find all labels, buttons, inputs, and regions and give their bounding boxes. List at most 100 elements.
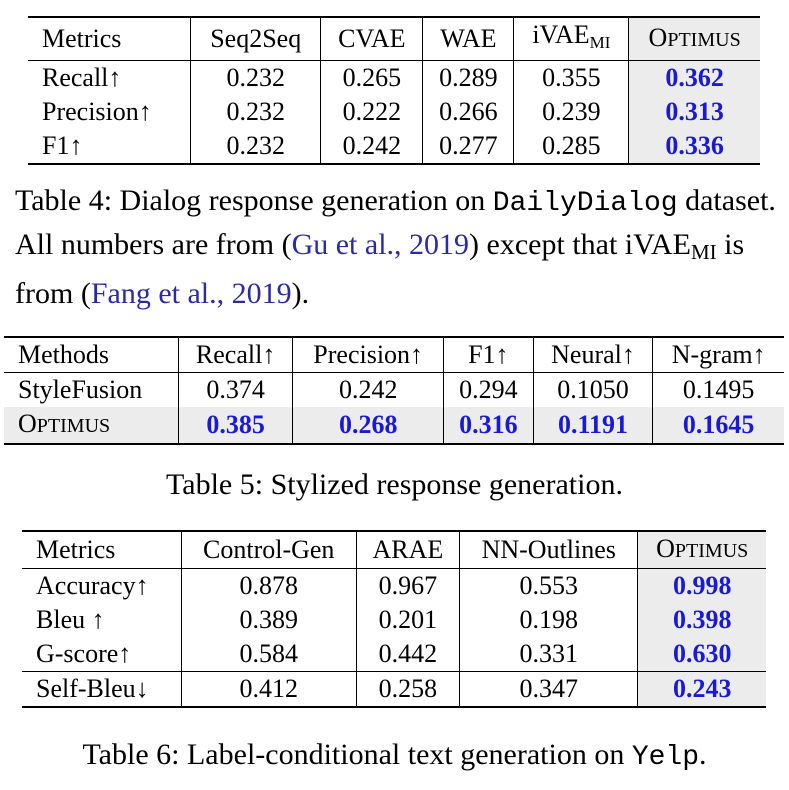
table-cell: 0.277 xyxy=(422,129,515,164)
header-cell: iVAEMI xyxy=(513,17,630,61)
caption-text: ). xyxy=(291,277,310,310)
table-header-row: Metrics Control-Gen ARAE NN-Outlines OPT… xyxy=(22,531,766,569)
table-cell: 0.232 xyxy=(190,60,322,95)
dataset-name: Yelp xyxy=(631,742,700,773)
caption-text: . xyxy=(699,738,707,771)
table-row: Bleu ↑ 0.389 0.201 0.198 0.398 xyxy=(22,603,766,637)
smallcaps-letter: U xyxy=(722,540,738,562)
table-cell: 0.289 xyxy=(422,60,515,95)
header-cell: Neural↑ xyxy=(533,337,654,373)
caption-text: ) except that iVAE xyxy=(469,228,691,261)
row-label: Bleu ↑ xyxy=(22,603,182,637)
header-cell: CVAE xyxy=(320,17,424,61)
row-label: Self-Bleu↓ xyxy=(22,671,182,707)
table-cell: 0.331 xyxy=(459,637,639,672)
smallcaps-letter: S xyxy=(737,540,749,562)
table-header-row: Methods Recall↑ Precision↑ F1↑ Neural↑ N… xyxy=(4,337,784,373)
table-cell: 0.258 xyxy=(356,671,461,707)
row-label: OPTIMUS xyxy=(4,407,179,444)
smallcaps-letter: I xyxy=(690,29,698,51)
table-row-optimus: OPTIMUS 0.385 0.268 0.316 0.1191 0.1645 xyxy=(4,407,784,444)
table-cell: 0.1495 xyxy=(682,375,755,404)
caption-text: Table 5: Stylized response generation. xyxy=(166,468,623,501)
table-row: Accuracy↑ 0.878 0.967 0.553 0.998 xyxy=(22,568,766,603)
table-cell: 0.198 xyxy=(459,603,639,637)
table-cell: 0.412 xyxy=(181,671,357,707)
table-4: Metrics Seq2Seq CVAE WAE iVAEMI OPTIMUS … xyxy=(28,16,760,165)
smallcaps-letter: T xyxy=(686,540,699,562)
best-cell: 0.336 xyxy=(628,129,760,164)
table-cell: 0.878 xyxy=(181,568,357,603)
best-cell: 0.268 xyxy=(292,407,444,444)
table-cell: 0.389 xyxy=(181,603,357,637)
table-row: F1↑ 0.232 0.242 0.277 0.285 0.336 xyxy=(28,129,760,164)
caption-text: dataset. All numbers are from ( xyxy=(15,184,776,261)
header-cell: Precision↑ xyxy=(292,337,444,373)
optimus-smallcaps: OPTIMUS xyxy=(656,534,748,563)
citation-link[interactable]: Fang et al., 2019 xyxy=(90,277,292,310)
caption-text: Table 6: Label-conditional text generati… xyxy=(82,738,632,771)
smallcaps-letter: O xyxy=(648,23,668,52)
caption-text: Table 4: Dialog response generation on xyxy=(15,184,493,217)
header-cell: ARAE xyxy=(356,531,461,569)
header-cell: Metrics xyxy=(22,531,182,569)
header-cell: Control-Gen xyxy=(181,531,357,569)
table-row: Recall↑ 0.232 0.265 0.289 0.355 0.362 xyxy=(28,60,760,95)
smallcaps-letter: O xyxy=(18,409,37,438)
table-cell: 0.239 xyxy=(513,95,630,129)
best-cell: 0.998 xyxy=(637,568,766,603)
row-label: Accuracy↑ xyxy=(22,568,182,603)
table-header-row: Metrics Seq2Seq CVAE WAE iVAEMI OPTIMUS xyxy=(28,17,760,61)
smallcaps-letter: I xyxy=(60,415,67,437)
table-cell: 0.347 xyxy=(459,671,639,707)
smallcaps-letter: I xyxy=(698,540,705,562)
caption-text: is from ( xyxy=(15,228,745,310)
table-cell: 0.967 xyxy=(356,568,461,603)
row-label: F1↑ xyxy=(28,129,191,164)
table-5-caption: Table 5: Stylized response generation. xyxy=(0,464,789,505)
table-cell: 0.584 xyxy=(181,637,357,672)
header-cell: Methods xyxy=(4,337,179,373)
table-row: Precision↑ 0.232 0.222 0.266 0.239 0.313 xyxy=(28,95,760,129)
smallcaps-letter: S xyxy=(99,415,111,437)
table-5: Methods Recall↑ Precision↑ F1↑ Neural↑ N… xyxy=(4,336,784,445)
smallcaps-letter: M xyxy=(704,540,723,562)
table-cell: 0.266 xyxy=(422,95,515,129)
header-cell: N-gram↑ xyxy=(671,340,766,369)
best-cell: 0.398 xyxy=(637,603,766,637)
citation-link[interactable]: Gu et al., 2019 xyxy=(291,228,470,261)
smallcaps-letter: P xyxy=(674,540,687,562)
row-label: StyleFusion xyxy=(4,372,179,407)
header-cell: Recall↑ xyxy=(178,337,294,373)
row-label: G-score↑ xyxy=(22,637,182,672)
best-cell: 0.385 xyxy=(178,407,294,444)
table-cell: 0.355 xyxy=(513,60,630,95)
smallcaps-letter: T xyxy=(678,29,691,51)
table-6-caption: Table 6: Label-conditional text generati… xyxy=(0,734,789,778)
header-cell: NN-Outlines xyxy=(459,531,639,569)
optimus-smallcaps: OPTIMUS xyxy=(18,409,110,438)
table-cell: 0.201 xyxy=(356,603,461,637)
table-row: G-score↑ 0.584 0.442 0.331 0.630 xyxy=(22,637,766,672)
table-4-caption: Table 4: Dialog response generation on D… xyxy=(15,180,777,314)
table-cell: 0.1050 xyxy=(533,372,654,407)
smallcaps-letter: U xyxy=(84,415,100,437)
header-cell: Seq2Seq xyxy=(190,17,322,61)
best-cell: 0.630 xyxy=(637,637,766,672)
header-cell: WAE xyxy=(422,17,515,61)
row-label: Recall↑ xyxy=(28,60,191,95)
best-cell: 0.243 xyxy=(637,671,766,707)
caption-subscript: MI xyxy=(690,240,717,264)
table-cell: 0.232 xyxy=(190,129,322,164)
smallcaps-letter: M xyxy=(697,29,716,51)
table-cell: 0.294 xyxy=(443,372,534,407)
smallcaps-letter: S xyxy=(729,29,741,51)
optimus-smallcaps: OPTIMUS xyxy=(649,23,741,52)
header-subscript: MI xyxy=(589,33,611,52)
table-cell: 0.374 xyxy=(178,372,294,407)
header-cell: Metrics xyxy=(28,17,191,61)
table-cell: 0.285 xyxy=(513,129,630,164)
header-cell-optimus: OPTIMUS xyxy=(628,17,760,61)
table-cell: 0.265 xyxy=(320,60,424,95)
header-cell-optimus: OPTIMUS xyxy=(637,531,766,569)
